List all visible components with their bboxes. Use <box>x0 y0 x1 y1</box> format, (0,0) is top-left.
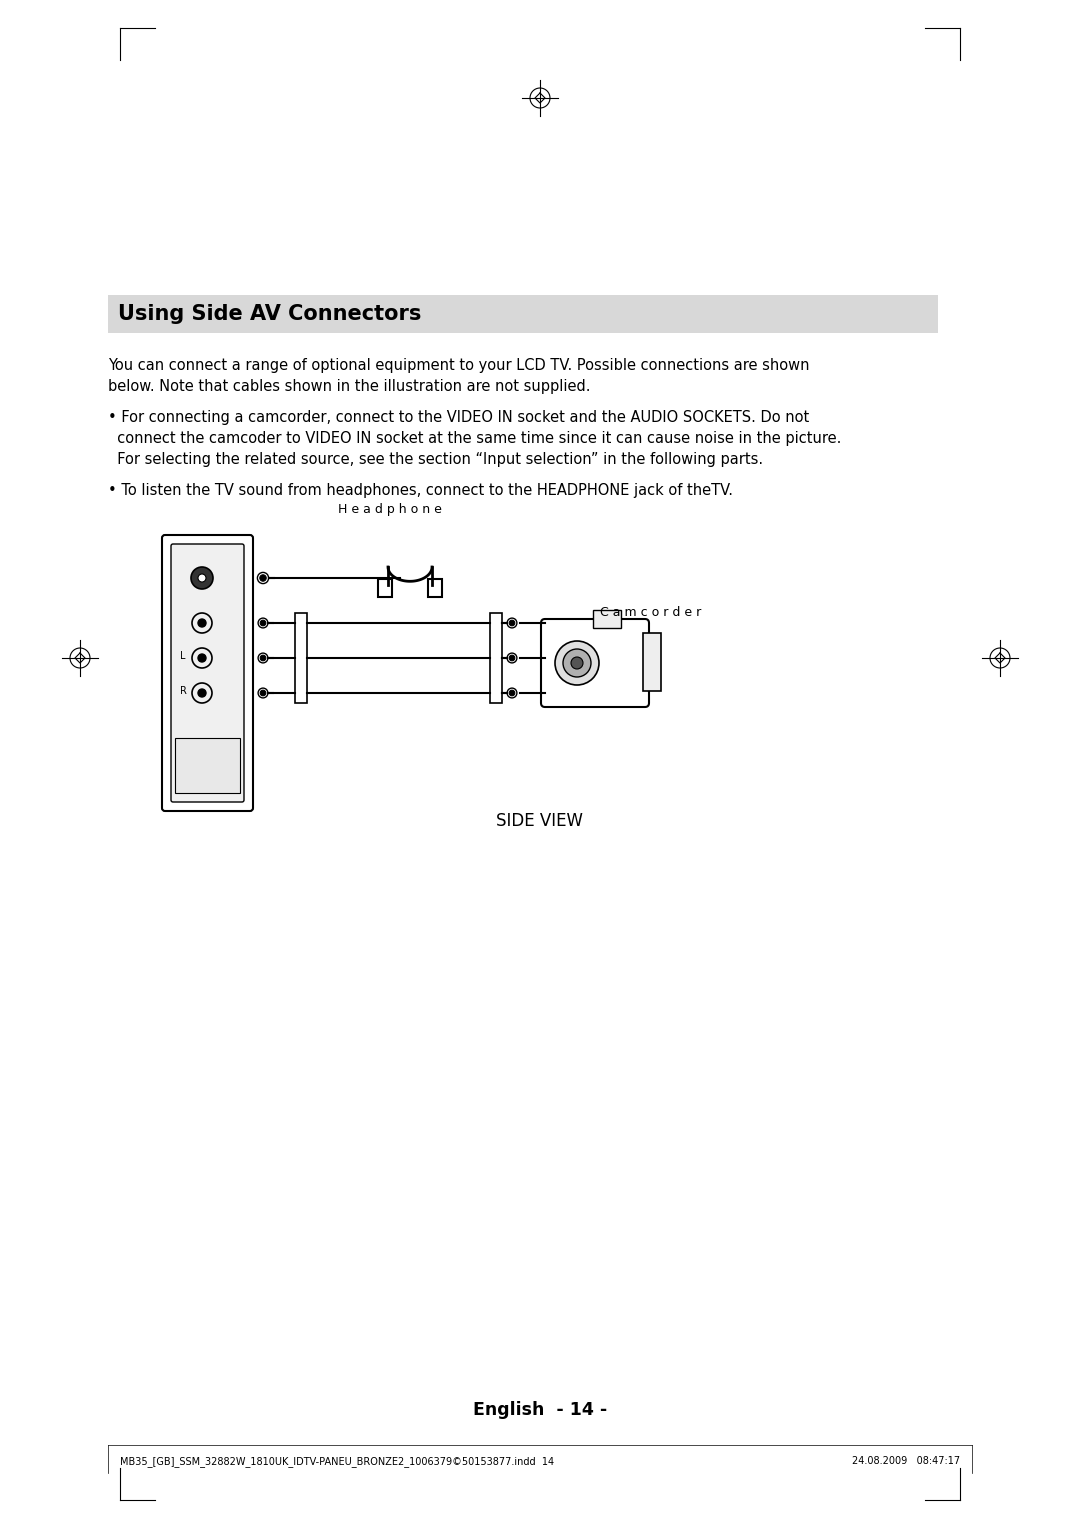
Bar <box>378 579 392 597</box>
Bar <box>593 610 621 628</box>
Circle shape <box>198 575 206 582</box>
Circle shape <box>260 575 266 581</box>
Text: • For connecting a camcorder, connect to the VIDEO IN socket and the AUDIO SOCKE: • For connecting a camcorder, connect to… <box>108 410 841 468</box>
Circle shape <box>260 620 266 626</box>
Text: MB35_[GB]_SSM_32882W_1810UK_IDTV-PANEU_BRONZE2_1006379©50153877.indd  14: MB35_[GB]_SSM_32882W_1810UK_IDTV-PANEU_B… <box>120 1456 554 1467</box>
FancyBboxPatch shape <box>108 295 939 333</box>
Bar <box>295 613 307 703</box>
Bar <box>175 738 240 793</box>
Circle shape <box>260 691 266 695</box>
Text: 24.08.2009   08:47:17: 24.08.2009 08:47:17 <box>852 1456 960 1465</box>
Circle shape <box>191 567 213 588</box>
FancyBboxPatch shape <box>162 535 253 811</box>
Bar <box>428 579 442 597</box>
Text: H e a d p h o n e: H e a d p h o n e <box>338 503 442 516</box>
Text: SIDE VIEW: SIDE VIEW <box>497 811 583 830</box>
Text: L: L <box>180 651 186 662</box>
Circle shape <box>198 689 206 697</box>
Circle shape <box>509 691 515 695</box>
FancyBboxPatch shape <box>171 544 244 802</box>
Text: R: R <box>179 686 187 695</box>
Text: Using Side AV Connectors: Using Side AV Connectors <box>118 304 421 324</box>
Bar <box>643 633 661 691</box>
Circle shape <box>260 656 266 660</box>
Circle shape <box>571 657 583 669</box>
Circle shape <box>563 649 591 677</box>
Circle shape <box>509 656 515 660</box>
Text: • To listen the TV sound from headphones, connect to the HEADPHONE jack of theTV: • To listen the TV sound from headphones… <box>108 483 733 498</box>
FancyBboxPatch shape <box>541 619 649 707</box>
Text: You can connect a range of optional equipment to your LCD TV. Possible connectio: You can connect a range of optional equi… <box>108 358 810 394</box>
Circle shape <box>555 642 599 685</box>
Circle shape <box>198 654 206 662</box>
Bar <box>490 613 502 703</box>
Circle shape <box>198 619 206 626</box>
Text: C a m c o r d e r: C a m c o r d e r <box>600 607 701 619</box>
Circle shape <box>509 620 515 626</box>
Text: English  - 14 -: English - 14 - <box>473 1401 607 1420</box>
